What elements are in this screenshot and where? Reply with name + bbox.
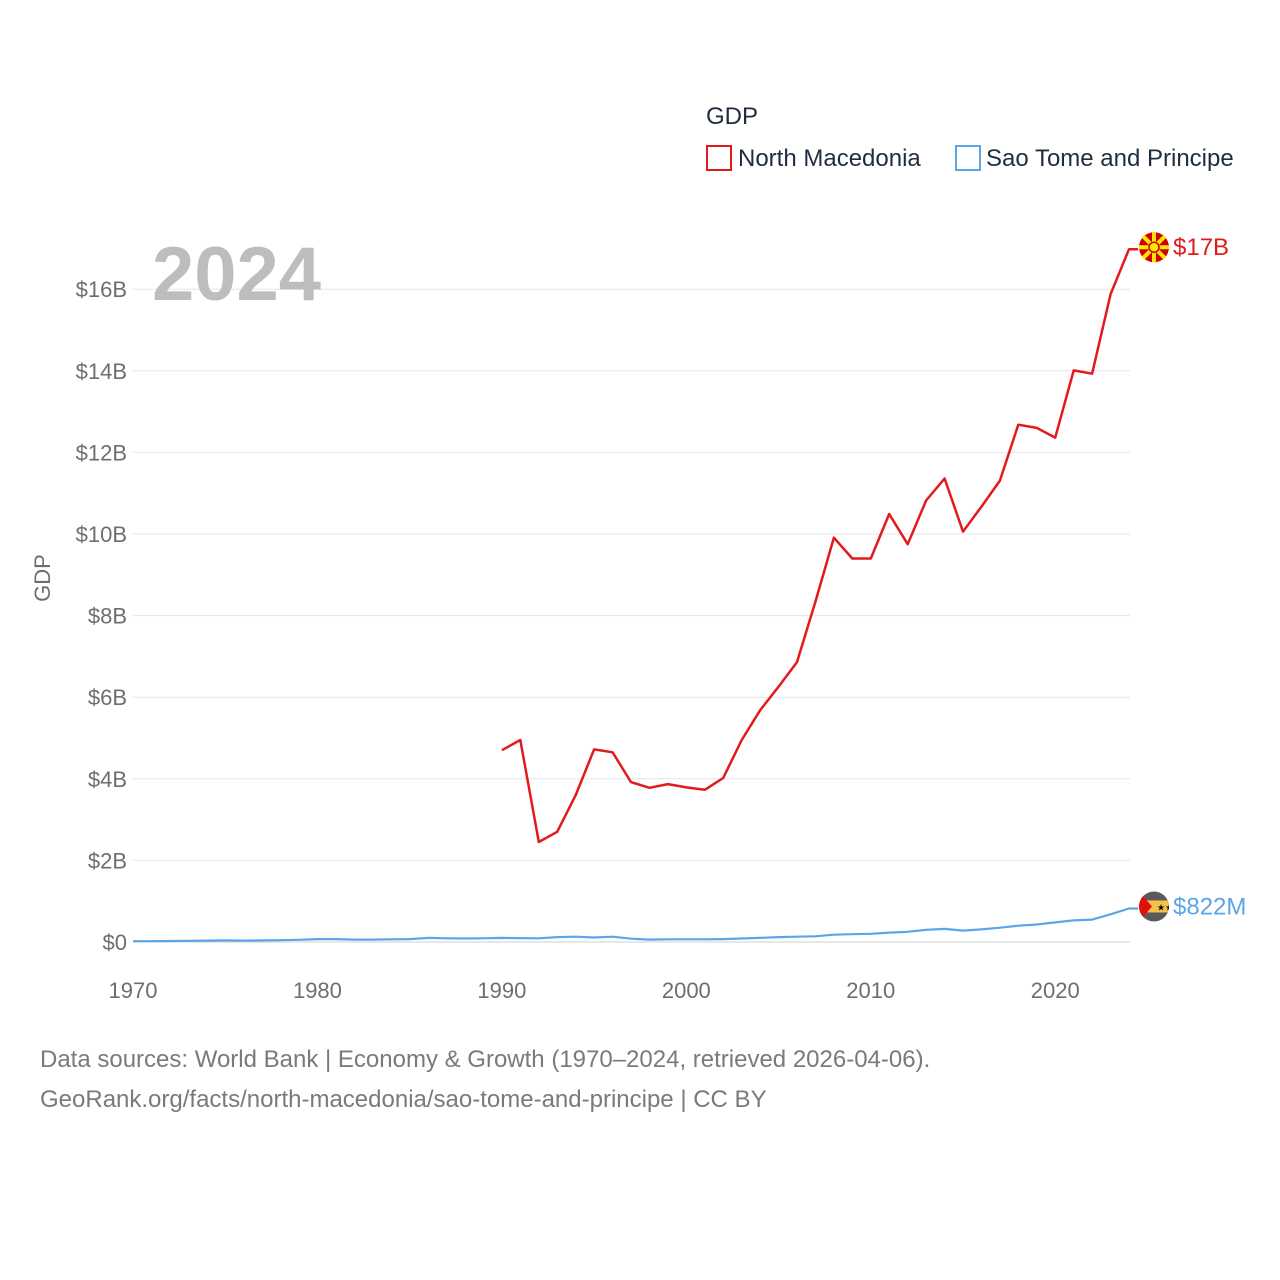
y-tick-label: $2B [88,848,127,873]
source-url-line[interactable]: GeoRank.org/facts/north-macedonia/sao-to… [40,1086,767,1113]
x-tick-label: 1990 [477,978,526,1003]
x-axis-ticks: 1970 1980 1990 2000 2010 2020 [109,978,1080,1003]
y-axis-title: GDP [30,554,55,602]
north-macedonia-flag-icon [1139,232,1169,263]
series-line-north-macedonia[interactable] [501,247,1138,844]
end-label-sao-tome-and-principe: $822M [1173,893,1246,920]
x-tick-label: 2010 [846,978,895,1003]
legend-item-sao-tome-and-principe[interactable]: Sao Tome and Principe [955,145,1234,172]
y-tick-label: $12B [76,440,127,465]
y-tick-label: $4B [88,767,127,792]
sao-tome-and-principe-flag-icon: ★★ [1139,891,1173,922]
x-tick-label: 1970 [109,978,158,1003]
series-line-sao-tome-and-principe[interactable] [133,907,1138,943]
y-tick-label: $6B [88,685,127,710]
x-tick-label: 2020 [1031,978,1080,1003]
y-tick-label: $8B [88,604,127,629]
legend-item-north-macedonia[interactable]: North Macedonia [706,145,921,172]
end-label-north-macedonia: $17B [1173,234,1229,261]
legend-title: GDP [706,103,758,130]
x-tick-label: 2000 [662,978,711,1003]
gdp-line-chart: $0$2B$4B$6B$8B$10B$12B$14B$16B 1970 1980 1… [30,103,1246,1003]
source-line: Data sources: World Bank | Economy & Gro… [40,1046,931,1073]
y-tick-label: $0 [103,930,127,955]
y-tick-label: $10B [76,522,127,547]
legend-swatch-sao-tome-and-principe [955,145,981,171]
svg-text:★★: ★★ [1157,903,1173,913]
y-tick-label: $16B [76,277,127,302]
y-axis-ticks: $0 $2B $4B $6B $8B $10B $12B $14B $16B [76,277,127,955]
legend-label-sao-tome-and-principe: Sao Tome and Principe [986,145,1234,172]
x-tick-label: 1980 [293,978,342,1003]
series-lines [133,247,1138,943]
y-tick-label: $14B [76,359,127,384]
year-label: 2024 [152,232,321,317]
legend-swatch-north-macedonia [706,145,732,171]
legend-label-north-macedonia: North Macedonia [738,145,921,172]
source-note: Data sources: World Bank | Economy & Gro… [40,1040,1240,1120]
gridlines [133,288,1130,943]
